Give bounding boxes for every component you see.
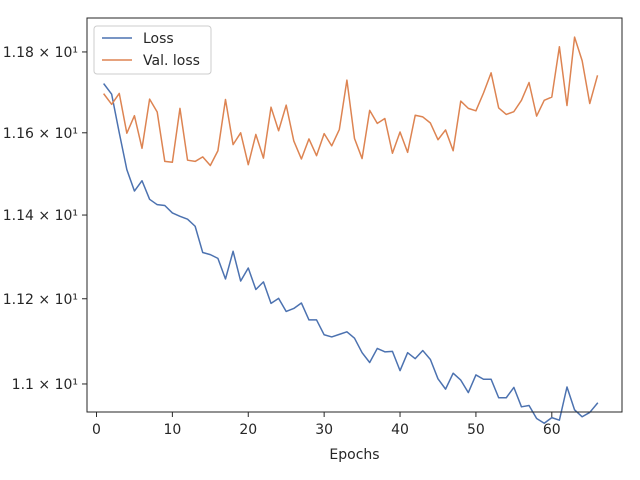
y-tick-label: 1.12 × 10¹	[3, 292, 78, 308]
x-tick-label: 20	[239, 422, 257, 438]
x-tick-label: 60	[543, 422, 561, 438]
y-tick-label: 1.16 × 10¹	[3, 126, 78, 142]
x-tick-label: 10	[163, 422, 181, 438]
y-tick-label: 1.1 × 10¹	[12, 377, 78, 393]
x-tick-label: 40	[391, 422, 409, 438]
y-tick-label: 1.18 × 10¹	[3, 45, 78, 61]
series-line-val-loss	[103, 36, 599, 167]
y-axis: 1.1 × 10¹ 1.12 × 10¹ 1.14 × 10¹ 1.16 × 10¹ 1…	[3, 45, 87, 393]
series-line-loss	[103, 83, 599, 425]
legend-label-loss: Loss	[143, 31, 174, 47]
legend: Loss Val. loss	[93, 25, 212, 75]
x-tick-label: 50	[467, 422, 485, 438]
legend-label-val-loss: Val. loss	[143, 53, 200, 69]
x-tick-label: 30	[315, 422, 333, 438]
x-axis: 0 10 20 30 40 50 60	[92, 412, 561, 438]
y-tick-label: 1.14 × 10¹	[3, 208, 78, 224]
x-axis-label: Epochs	[329, 447, 379, 463]
series-layer	[103, 36, 599, 425]
x-tick-label: 0	[92, 422, 101, 438]
